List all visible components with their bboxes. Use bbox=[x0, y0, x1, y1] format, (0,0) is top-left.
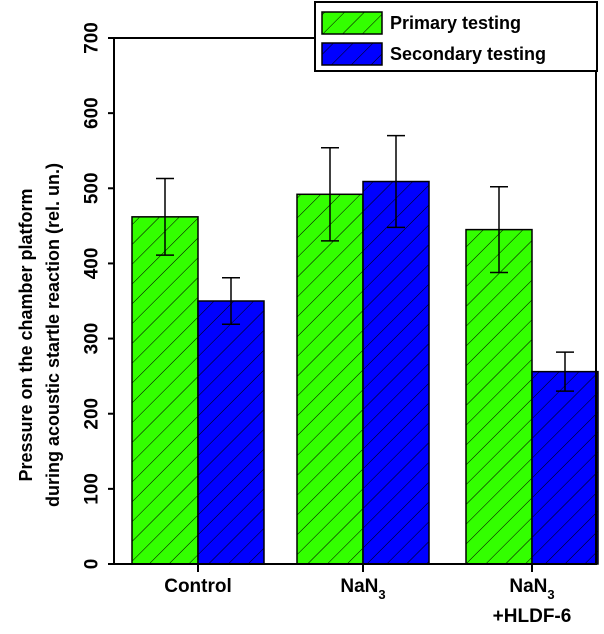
category-label-0-line-0: Control bbox=[164, 576, 232, 597]
legend: Primary testing Secondary testing bbox=[314, 1, 598, 72]
y-tick-label: 500 bbox=[82, 172, 103, 204]
y-tick-label: 300 bbox=[82, 323, 103, 355]
y-tick-label: 400 bbox=[82, 248, 103, 280]
bars bbox=[131, 180, 599, 565]
bar-primary-1 bbox=[296, 193, 364, 565]
y-axis-title-line-1: Pressure on the chamber platform bbox=[16, 188, 36, 481]
y-axis-title-line-2: during acoustic startle reaction (rel. u… bbox=[43, 163, 63, 507]
y-tick-label: 0 bbox=[82, 559, 103, 570]
bar-secondary-0 bbox=[197, 300, 265, 565]
y-axis-title: Pressure on the chamber platform during … bbox=[16, 163, 63, 507]
bar-primary-2 bbox=[465, 228, 533, 565]
legend-swatch-secondary bbox=[321, 42, 383, 66]
category-label-1-line-0: NaN3 bbox=[340, 576, 385, 602]
category-label-2-line-0: NaN3 bbox=[509, 576, 554, 602]
y-tick-label: 700 bbox=[82, 22, 103, 54]
category-label-subscript: 3 bbox=[378, 587, 385, 602]
bar-secondary-2 bbox=[531, 370, 599, 565]
y-tick-label: 600 bbox=[82, 97, 103, 129]
y-tick-label: 100 bbox=[82, 473, 103, 505]
bar-secondary-1 bbox=[362, 180, 430, 565]
legend-swatch-primary bbox=[321, 11, 383, 35]
category-label-text: NaN bbox=[340, 576, 378, 597]
error-bars bbox=[156, 134, 574, 392]
category-label-subscript: 3 bbox=[547, 587, 554, 602]
category-label-2-line-1: +HLDF-6 bbox=[493, 606, 572, 627]
bar-primary-0 bbox=[131, 216, 199, 565]
x-axis-ticks bbox=[197, 564, 533, 572]
y-axis-ticks: 0 100 200 300 400 500 600 700 bbox=[82, 22, 114, 570]
category-label-text: NaN bbox=[509, 576, 547, 597]
category-label-text: Control bbox=[164, 576, 232, 597]
x-axis-category-labels: Control NaN3 NaN3+HLDF-6 bbox=[164, 576, 571, 627]
legend-label-secondary: Secondary testing bbox=[390, 44, 546, 64]
legend-label-primary: Primary testing bbox=[390, 13, 521, 33]
y-tick-label: 200 bbox=[82, 398, 103, 430]
category-label-text: +HLDF-6 bbox=[493, 606, 572, 627]
